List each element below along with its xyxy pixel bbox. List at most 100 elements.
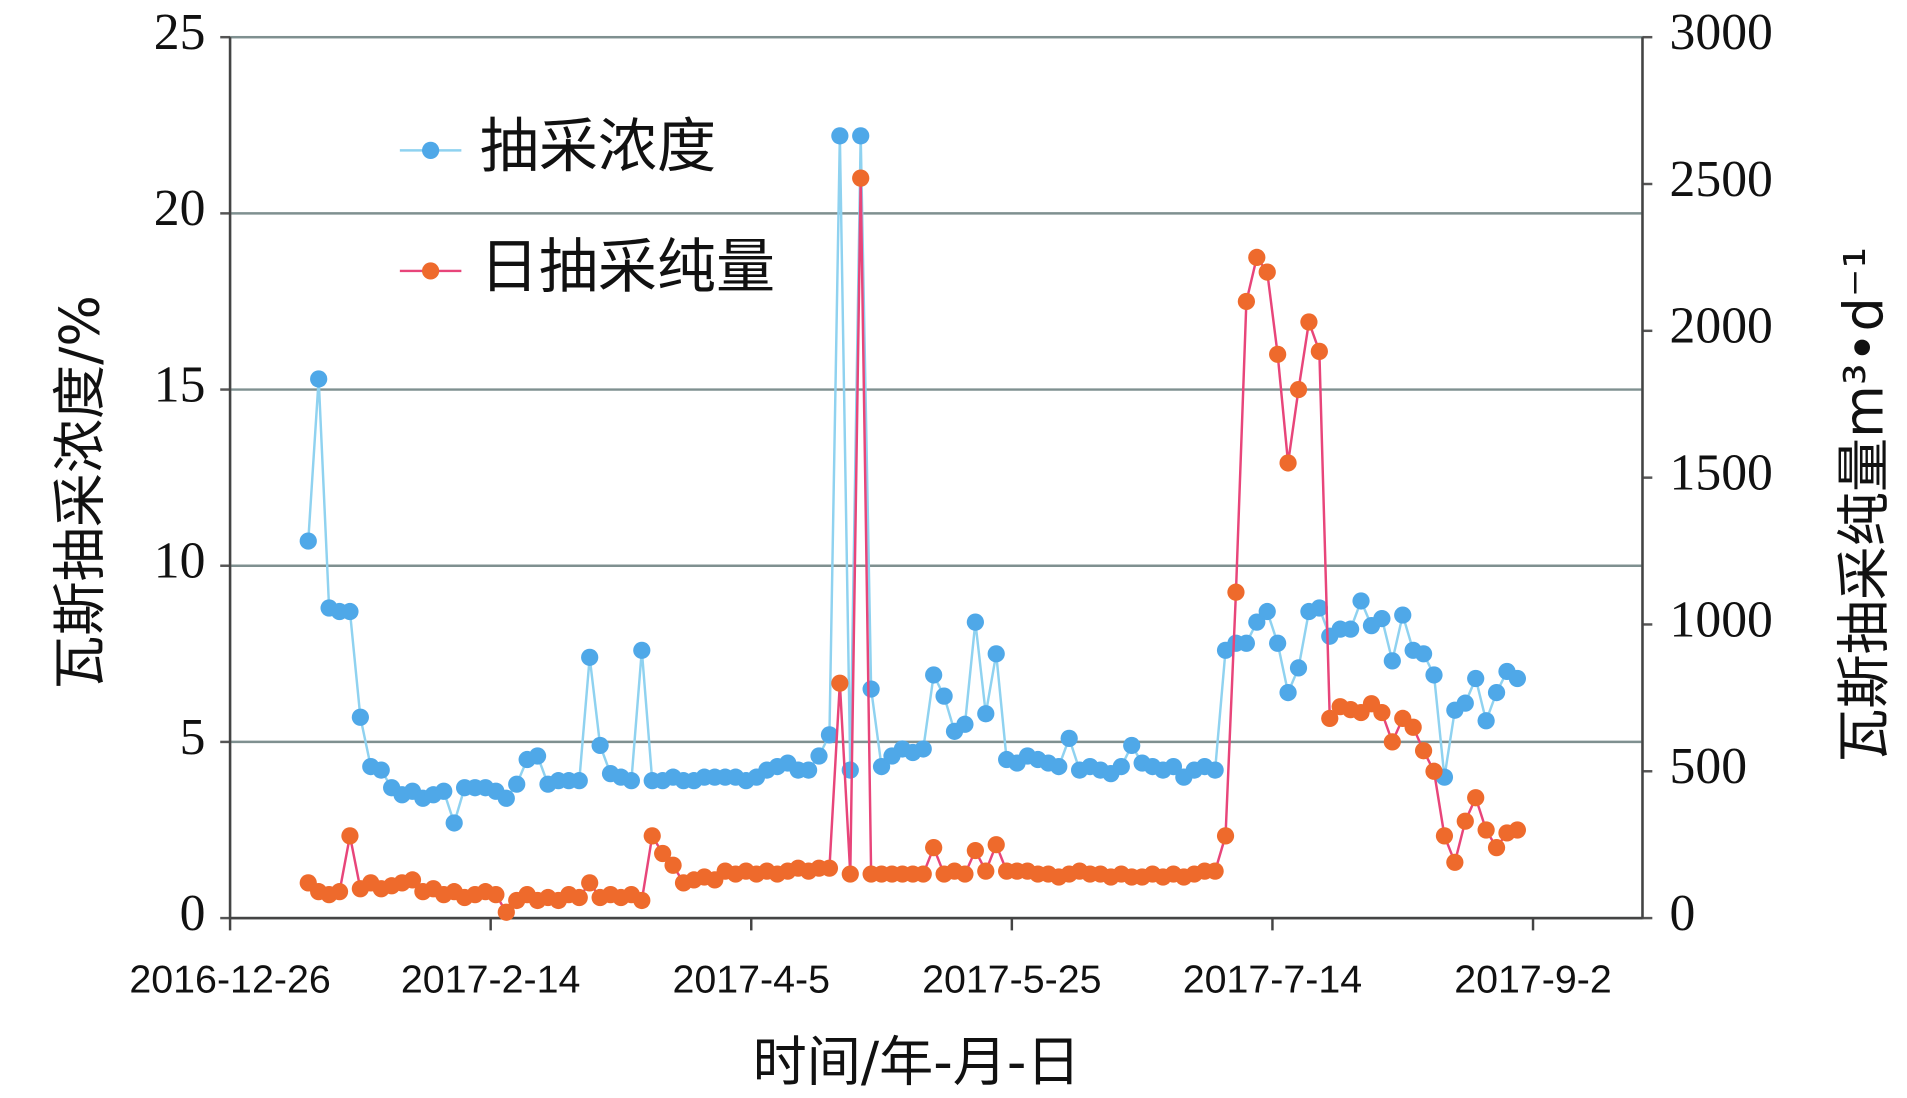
data-point	[841, 865, 859, 883]
data-point	[570, 772, 588, 790]
data-point	[403, 871, 422, 889]
data-point	[654, 844, 672, 863]
x-tick-label: 2017-9-2	[1454, 957, 1612, 1001]
data-point	[341, 827, 359, 845]
data-point	[977, 862, 995, 880]
data-point	[1289, 380, 1308, 399]
x-tick-label: 2017-2-14	[401, 957, 580, 1001]
data-point	[1060, 729, 1078, 748]
x-tick-label: 2017-5-25	[922, 957, 1101, 1001]
data-point	[810, 747, 828, 765]
data-point	[633, 641, 651, 659]
data-point	[1508, 821, 1527, 839]
data-point	[330, 883, 349, 901]
data-point	[643, 827, 661, 845]
data-point	[977, 705, 995, 723]
data-point	[956, 715, 974, 733]
data-point	[1425, 666, 1443, 684]
data-point	[341, 602, 359, 621]
data-point	[956, 865, 974, 883]
y2-axis-label: 瓦斯抽采纯量m³•d⁻¹	[1832, 247, 1895, 763]
data-point	[966, 841, 984, 860]
data-point	[799, 761, 818, 779]
data-point	[1394, 606, 1412, 624]
x-tick-label: 2017-7-14	[1183, 957, 1362, 1001]
legend-label: 抽采浓度	[480, 111, 716, 180]
data-point	[1300, 313, 1318, 331]
data-point	[622, 772, 640, 790]
y-tick-label: 25	[154, 4, 206, 61]
data-point	[1123, 736, 1141, 755]
data-point	[591, 736, 609, 755]
data-point	[372, 761, 390, 779]
data-point	[445, 814, 463, 832]
data-point	[1279, 683, 1297, 702]
data-point	[497, 903, 515, 921]
data-point	[987, 645, 1005, 663]
data-point	[1435, 827, 1454, 845]
data-point	[935, 687, 953, 705]
data-point	[1269, 634, 1287, 652]
data-point	[1477, 821, 1495, 839]
data-point	[1216, 827, 1235, 845]
data-point	[435, 782, 453, 800]
y-tick-label: 15	[154, 356, 206, 413]
data-point	[1383, 652, 1401, 670]
data-point	[1487, 839, 1506, 857]
data-point	[925, 666, 943, 684]
y2-tick-label: 1500	[1670, 445, 1773, 502]
data-point	[1487, 683, 1506, 702]
data-point	[1112, 757, 1130, 776]
data-point	[1248, 613, 1266, 631]
data-point	[1456, 694, 1474, 712]
y2-tick-label: 1000	[1670, 591, 1773, 648]
data-point	[581, 648, 599, 666]
data-point	[1279, 454, 1297, 472]
data-point	[852, 127, 870, 145]
data-point	[925, 839, 943, 857]
data-point	[1258, 602, 1276, 621]
data-point	[1258, 263, 1276, 281]
data-point	[1269, 345, 1287, 363]
data-point	[351, 708, 369, 726]
data-point	[633, 891, 651, 910]
data-point	[831, 674, 849, 692]
data-point	[1227, 583, 1245, 601]
x-axis-label: 时间/年-月-日	[753, 1030, 1081, 1093]
y2-tick-label: 0	[1670, 885, 1696, 942]
legend-marker	[422, 262, 440, 280]
data-point	[852, 169, 870, 187]
data-point	[508, 775, 526, 793]
data-point	[820, 859, 839, 877]
data-point	[1373, 703, 1391, 722]
y-tick-label: 0	[180, 885, 206, 942]
data-point	[664, 856, 682, 874]
data-point	[1206, 761, 1224, 779]
data-point	[1446, 853, 1464, 871]
data-point	[1342, 620, 1360, 638]
data-point	[831, 127, 849, 145]
data-point	[1352, 592, 1370, 610]
data-point	[1414, 742, 1433, 760]
data-point	[299, 532, 317, 550]
y2-tick-label: 500	[1670, 738, 1747, 795]
data-point	[1508, 669, 1527, 688]
data-point	[487, 885, 505, 904]
data-point	[1414, 645, 1433, 663]
data-point	[310, 370, 328, 388]
data-point	[1237, 292, 1255, 311]
data-point	[497, 789, 515, 807]
data-point	[966, 613, 984, 631]
data-point	[914, 740, 932, 758]
data-point	[862, 680, 880, 698]
data-point	[528, 747, 547, 765]
y-tick-label: 10	[154, 533, 206, 590]
data-point	[914, 865, 932, 883]
data-point	[1467, 789, 1485, 807]
legend-label: 日抽采纯量	[480, 232, 775, 301]
data-point	[1404, 718, 1422, 736]
data-point	[1467, 669, 1485, 688]
data-point	[1456, 812, 1474, 830]
data-point	[1310, 599, 1328, 617]
